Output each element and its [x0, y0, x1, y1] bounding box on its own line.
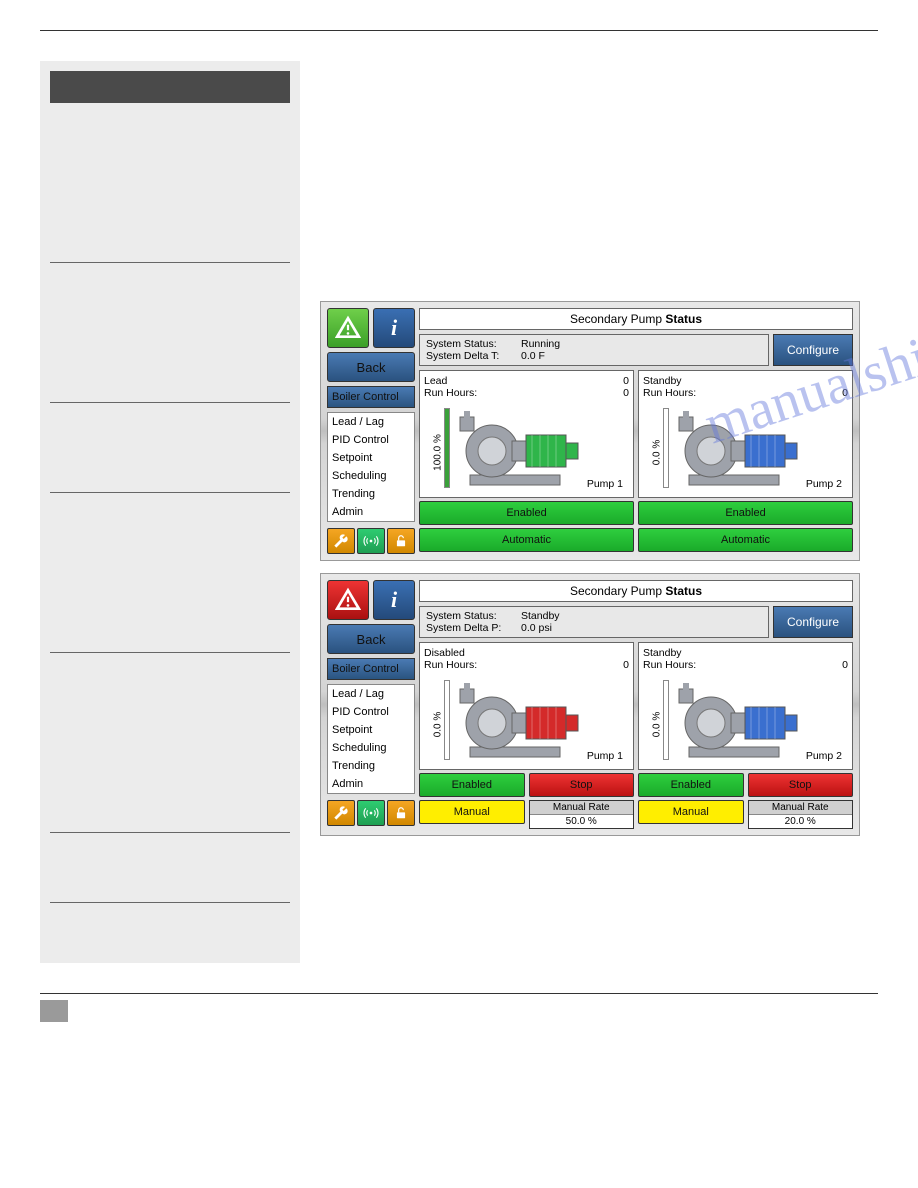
pump-state: Standby — [643, 375, 682, 387]
run-hours-label: Run Hours: — [643, 387, 696, 399]
hmi-nav: i Back Boiler Control Lead / LagPID Cont… — [327, 308, 415, 554]
pump-name: Pump 2 — [806, 478, 842, 490]
nav-item-setpoint[interactable]: Setpoint — [328, 721, 414, 739]
wrench-icon[interactable] — [327, 800, 355, 826]
info-icon[interactable]: i — [373, 580, 415, 620]
nav-header: Boiler Control — [327, 386, 415, 408]
configure-button[interactable]: Configure — [773, 334, 853, 366]
nav-item-lead-lag[interactable]: Lead / Lag — [328, 685, 414, 703]
stop-button[interactable]: Stop — [748, 773, 854, 797]
wrench-icon[interactable] — [327, 528, 355, 554]
manual-rate-display: Manual Rate 50.0 % — [529, 800, 635, 829]
nav-item-scheduling[interactable]: Scheduling — [328, 739, 414, 757]
doc-sidebar — [40, 61, 300, 963]
pump-percent: 0.0 % — [433, 695, 444, 755]
system-status-box: System Status:Running System Delta T:0.0… — [419, 334, 769, 366]
automatic-button[interactable]: Automatic — [419, 528, 634, 552]
alert-icon[interactable] — [327, 580, 369, 620]
pump-state: Standby — [643, 647, 682, 659]
hmi-screenshot: i Back Boiler Control Lead / LagPID Cont… — [320, 301, 860, 561]
nav-item-scheduling[interactable]: Scheduling — [328, 467, 414, 485]
page-number-badge — [40, 1000, 68, 1022]
run-hours-label: Run Hours: — [424, 387, 477, 399]
sidebar-header — [50, 71, 290, 103]
pump-panel: Disabled Run Hours: 0 0.0 % Pump 1 — [419, 642, 634, 829]
enabled-button[interactable]: Enabled — [638, 501, 853, 525]
stop-button[interactable]: Stop — [529, 773, 635, 797]
nav-item-trending[interactable]: Trending — [328, 485, 414, 503]
lock-icon[interactable] — [387, 528, 415, 554]
run-hours-value: 0 — [623, 659, 629, 671]
nav-item-admin[interactable]: Admin — [328, 503, 414, 521]
pump-panel: Lead 0 Run Hours: 0 100.0 % Pump 1 — [419, 370, 634, 552]
nav-item-setpoint[interactable]: Setpoint — [328, 449, 414, 467]
pump-panel: Standby Run Hours: 0 0.0 % Pump 2 — [638, 642, 853, 829]
run-hours-value: 0 — [842, 659, 848, 671]
pump-name: Pump 1 — [587, 478, 623, 490]
pump-percent: 100.0 % — [433, 423, 444, 483]
configure-button[interactable]: Configure — [773, 606, 853, 638]
main-content: i Back Boiler Control Lead / LagPID Cont… — [320, 61, 878, 963]
pump-state: Lead — [424, 375, 447, 387]
nav-header: Boiler Control — [327, 658, 415, 680]
signal-icon[interactable] — [357, 528, 385, 554]
nav-item-lead-lag[interactable]: Lead / Lag — [328, 413, 414, 431]
pump-state: Disabled — [424, 647, 465, 659]
manual-button[interactable]: Manual — [638, 800, 744, 824]
pump-percent: 0.0 % — [652, 695, 663, 755]
enabled-button[interactable]: Enabled — [419, 773, 525, 797]
signal-icon[interactable] — [357, 800, 385, 826]
nav-item-pid-control[interactable]: PID Control — [328, 431, 414, 449]
automatic-button[interactable]: Automatic — [638, 528, 853, 552]
pump-state-val: 0 — [623, 375, 629, 387]
pump-name: Pump 1 — [587, 750, 623, 762]
run-hours-value: 0 — [842, 387, 848, 399]
manual-button[interactable]: Manual — [419, 800, 525, 824]
hmi-nav: i Back Boiler Control Lead / LagPID Cont… — [327, 580, 415, 829]
nav-item-admin[interactable]: Admin — [328, 775, 414, 793]
nav-list: Lead / LagPID ControlSetpointSchedulingT… — [327, 412, 415, 522]
lock-icon[interactable] — [387, 800, 415, 826]
back-button[interactable]: Back — [327, 624, 415, 654]
manual-rate-display: Manual Rate 20.0 % — [748, 800, 854, 829]
nav-item-trending[interactable]: Trending — [328, 757, 414, 775]
hmi-screenshot: i Back Boiler Control Lead / LagPID Cont… — [320, 573, 860, 836]
top-rule — [40, 30, 878, 31]
enabled-button[interactable]: Enabled — [419, 501, 634, 525]
enabled-button[interactable]: Enabled — [638, 773, 744, 797]
info-icon[interactable]: i — [373, 308, 415, 348]
bottom-rule — [40, 993, 878, 994]
back-button[interactable]: Back — [327, 352, 415, 382]
nav-item-pid-control[interactable]: PID Control — [328, 703, 414, 721]
system-status-box: System Status:Standby System Delta P:0.0… — [419, 606, 769, 638]
panel-title: Secondary Pump Status — [419, 308, 853, 330]
run-hours-label: Run Hours: — [643, 659, 696, 671]
nav-list: Lead / LagPID ControlSetpointSchedulingT… — [327, 684, 415, 794]
pump-panel: Standby Run Hours: 0 0.0 % Pump 2 — [638, 370, 853, 552]
run-hours-value: 0 — [623, 387, 629, 399]
pump-name: Pump 2 — [806, 750, 842, 762]
run-hours-label: Run Hours: — [424, 659, 477, 671]
pump-percent: 0.0 % — [652, 423, 663, 483]
alert-icon[interactable] — [327, 308, 369, 348]
panel-title: Secondary Pump Status — [419, 580, 853, 602]
